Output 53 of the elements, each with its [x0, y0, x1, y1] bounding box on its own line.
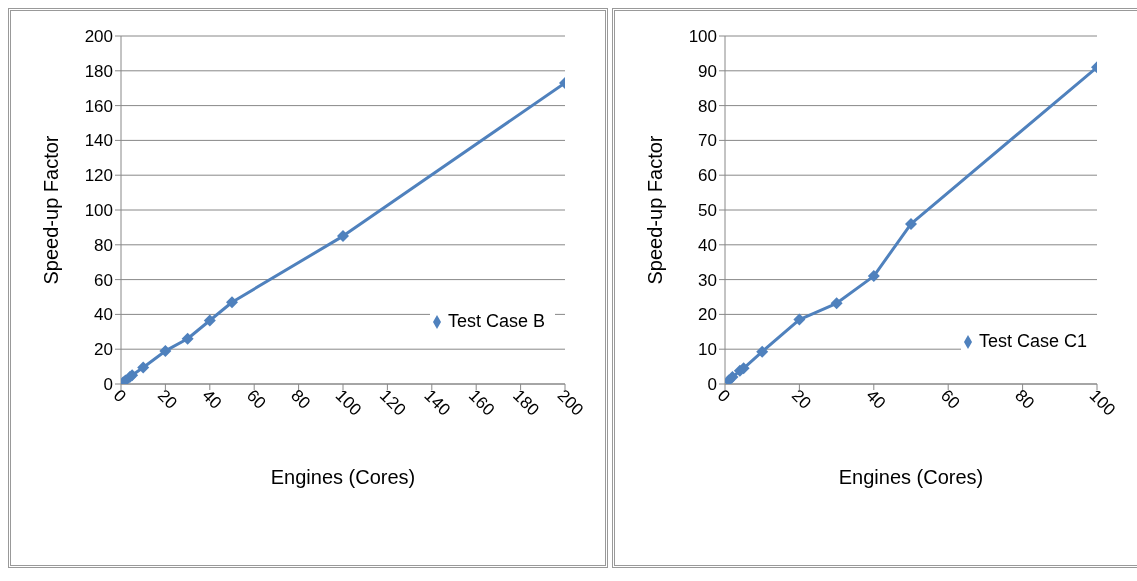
x-tick-label: 40 — [198, 385, 226, 413]
point — [226, 296, 238, 309]
point — [830, 297, 843, 310]
y-tick-label: 70 — [698, 131, 717, 151]
x-tick-label: 20 — [154, 385, 181, 413]
y-tick-label: 10 — [698, 340, 717, 360]
y-tick-label: 20 — [94, 340, 113, 360]
x-tick-label: 100 — [331, 385, 366, 420]
y-tick-label: 40 — [94, 305, 113, 325]
x-tick-label: 120 — [376, 385, 410, 420]
y-tick-label: 30 — [698, 270, 717, 290]
y-tick-label: 90 — [698, 61, 717, 81]
point — [159, 344, 172, 357]
point — [203, 314, 216, 327]
y-tick-label: 200 — [84, 27, 113, 47]
point — [793, 313, 806, 326]
x-tick-label: 60 — [936, 385, 964, 413]
point — [756, 345, 769, 358]
y-tick-label: 140 — [84, 131, 113, 151]
y-axis-title: Speed-up Factor — [644, 135, 667, 285]
x-tick-label: 40 — [862, 385, 890, 413]
point — [905, 217, 917, 230]
x-axis-title: Engines (Cores) — [838, 466, 984, 488]
y-tick-label: 180 — [84, 61, 113, 81]
x-tick-label: 200 — [553, 385, 588, 420]
point — [337, 230, 349, 243]
x-tick-label: 20 — [788, 385, 815, 413]
y-tick-label: 120 — [84, 166, 113, 186]
y-tick-label: 100 — [84, 201, 113, 221]
x-tick-label: 140 — [420, 385, 454, 420]
point — [726, 371, 739, 384]
y-axis-title: Speed-up Factor — [40, 135, 63, 285]
y-tick-label: 50 — [698, 201, 717, 221]
x-tick-label: 160 — [464, 385, 499, 420]
legend-label: Test Case C1 — [978, 331, 1087, 351]
y-tick-label: 80 — [94, 235, 113, 255]
x-tick-label: 80 — [287, 385, 315, 413]
y-tick-label: 40 — [698, 235, 717, 255]
x-tick-label: 60 — [242, 385, 270, 413]
y-tick-label: 160 — [84, 96, 113, 116]
point — [181, 332, 194, 345]
x-tick-label: 180 — [509, 385, 543, 420]
x-tick-label: 100 — [1085, 385, 1120, 420]
y-tick-label: 20 — [698, 305, 717, 325]
y-tick-label: 100 — [688, 27, 717, 47]
y-tick-label: 80 — [698, 96, 717, 116]
y-tick-label: 60 — [94, 270, 113, 290]
point — [867, 270, 880, 283]
y-tick-label: 60 — [698, 166, 717, 186]
point — [137, 361, 150, 374]
x-tick-label: 80 — [1011, 385, 1039, 413]
x-axis-title: Engines (Cores) — [270, 466, 416, 488]
legend-label: Test Case B — [447, 311, 545, 331]
